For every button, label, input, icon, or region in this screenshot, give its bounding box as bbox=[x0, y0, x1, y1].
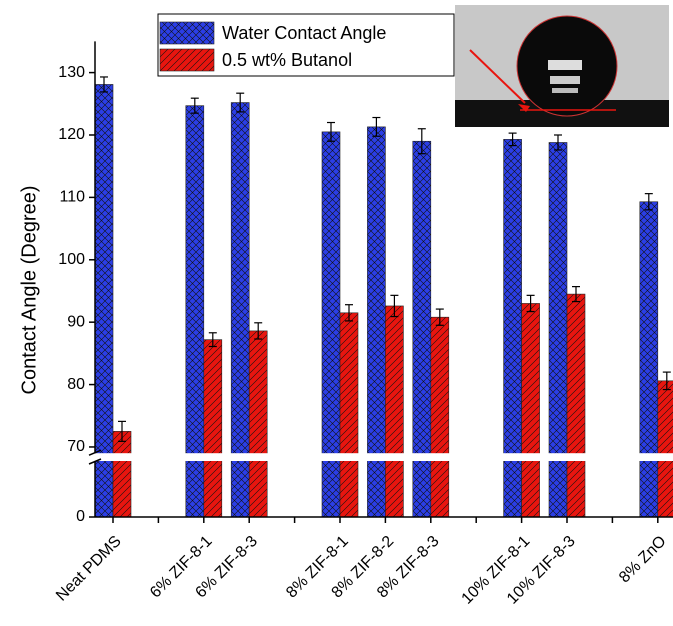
bar bbox=[113, 431, 131, 517]
bar bbox=[204, 340, 222, 517]
y-tick-label: 70 bbox=[67, 438, 85, 455]
legend-label: Water Contact Angle bbox=[222, 23, 386, 43]
chart: Neat PDMS6% ZIF-8-16% ZIF-8-38% ZIF-8-18… bbox=[0, 0, 673, 626]
y-tick-label: 130 bbox=[58, 64, 85, 81]
legend-swatch bbox=[160, 22, 214, 44]
y-tick-label: 100 bbox=[58, 251, 85, 268]
bar bbox=[522, 303, 540, 517]
y-tick-label: 90 bbox=[67, 313, 85, 330]
legend-swatch bbox=[160, 49, 214, 71]
axis-break bbox=[85, 453, 673, 461]
y-axis-label: Contact Angle (Degree) bbox=[18, 185, 40, 394]
x-tick-label: Neat PDMS bbox=[53, 533, 125, 605]
inset-photo bbox=[455, 5, 669, 127]
bar bbox=[431, 317, 449, 517]
y-tick-label: 0 bbox=[76, 508, 85, 525]
y-tick-label: 80 bbox=[67, 376, 85, 393]
page: {"chart_data": {"type": "bar", "ylabel":… bbox=[0, 0, 673, 626]
legend: Water Contact Angle 0.5 wt% Butanol bbox=[158, 14, 454, 76]
y-tick-label: 110 bbox=[59, 189, 85, 206]
y-tick-label: 120 bbox=[58, 126, 85, 143]
x-tick-label: 8% ZnO bbox=[616, 533, 670, 587]
bar bbox=[340, 313, 358, 517]
bar bbox=[640, 202, 658, 517]
bar bbox=[567, 294, 585, 517]
bar bbox=[658, 381, 673, 517]
legend-label: 0.5 wt% Butanol bbox=[222, 50, 352, 70]
bar bbox=[385, 306, 403, 517]
bar bbox=[249, 331, 267, 517]
